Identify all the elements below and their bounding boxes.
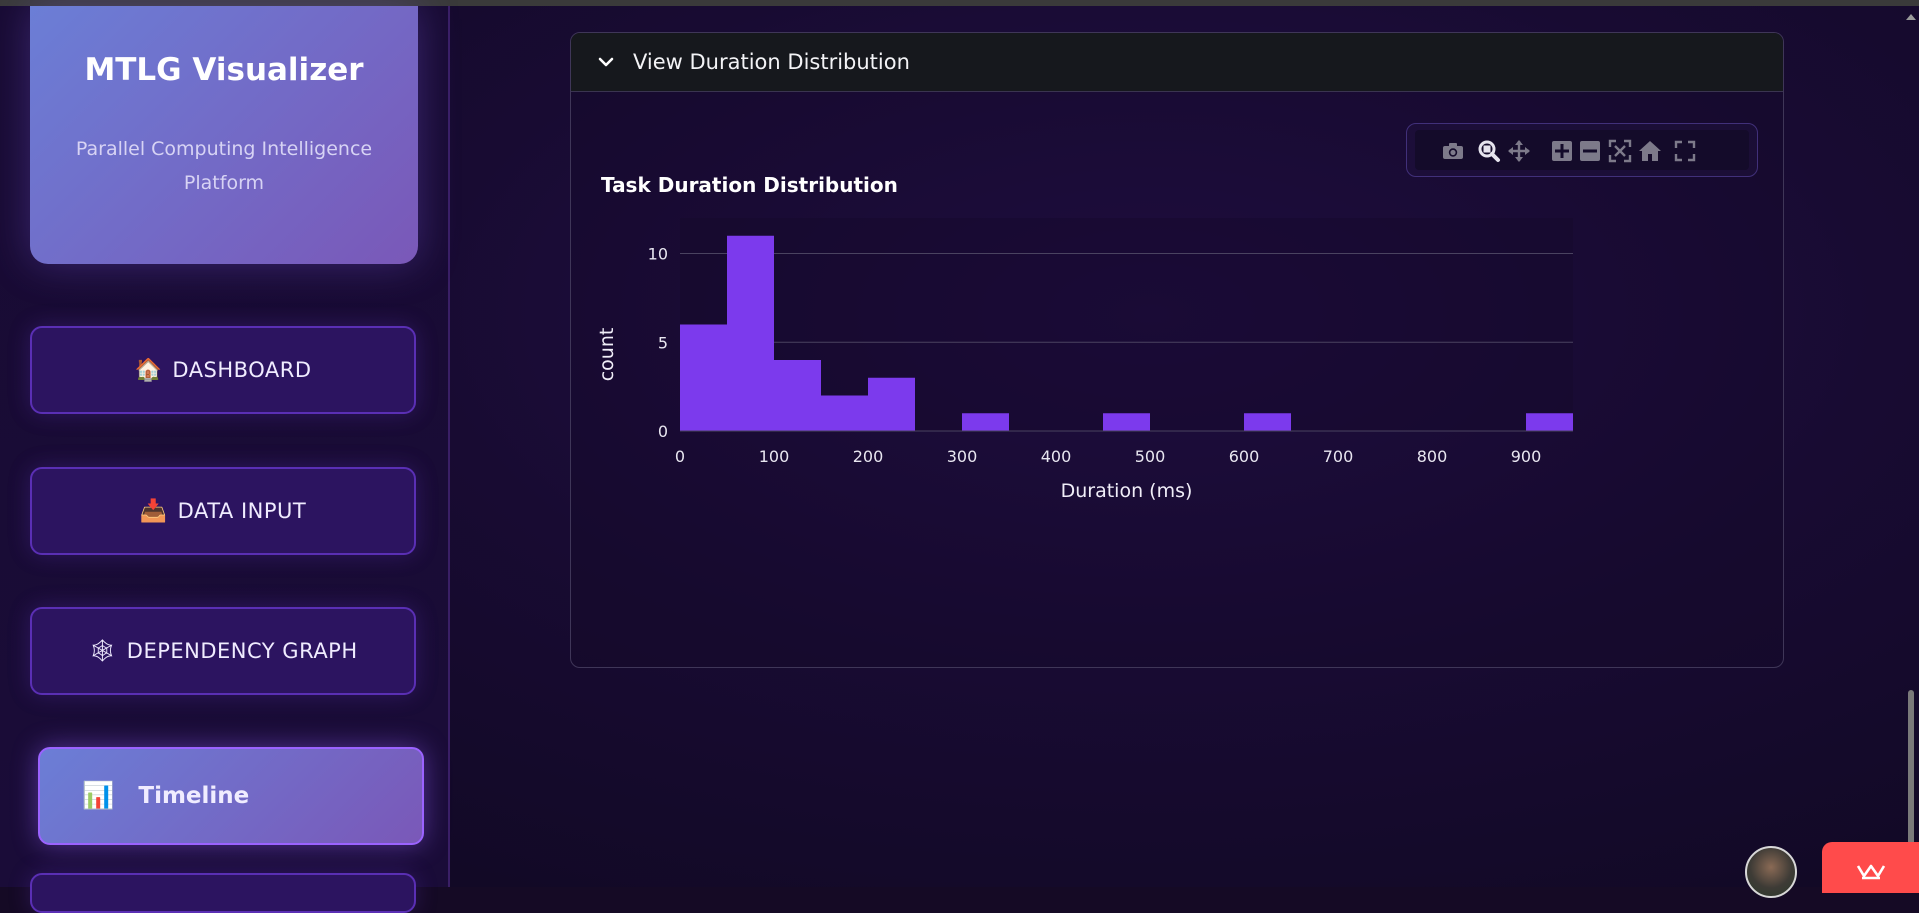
x-tick-label: 400: [1041, 447, 1072, 466]
nav-dependency-graph-button[interactable]: 🕸 DEPENDENCY GRAPH: [30, 607, 416, 695]
nav-dashboard-label: DASHBOARD: [172, 358, 312, 382]
x-tick-label: 700: [1323, 447, 1354, 466]
x-tick-label: 300: [947, 447, 978, 466]
inbox-tray-icon: 📥: [139, 498, 168, 524]
pan-icon[interactable]: [1507, 139, 1531, 163]
x-tick-label: 200: [853, 447, 884, 466]
streamlit-badge[interactable]: [1822, 842, 1919, 893]
brand-title: MTLG Visualizer: [84, 52, 364, 88]
reset-axes-icon[interactable]: [1638, 139, 1662, 163]
scrollbar-up-arrow[interactable]: [1906, 14, 1916, 20]
zoom-icon[interactable]: [1477, 139, 1501, 163]
x-tick-label: 0: [675, 447, 685, 466]
nav-data-input-button[interactable]: 📥 DATA INPUT: [30, 467, 416, 555]
histogram-bar[interactable]: [680, 324, 727, 432]
app-root: MTLG Visualizer Parallel Computing Intel…: [0, 6, 1919, 913]
spider-web-icon: 🕸: [88, 638, 117, 664]
zoom-in-icon[interactable]: [1550, 139, 1574, 163]
brand-card: MTLG Visualizer Parallel Computing Intel…: [30, 6, 418, 264]
expander-title: View Duration Distribution: [633, 50, 910, 74]
house-icon: 🏠: [134, 357, 163, 383]
y-tick-label: 5: [658, 333, 668, 352]
x-tick-label: 800: [1417, 447, 1448, 466]
histogram-bar[interactable]: [727, 235, 774, 431]
camera-icon[interactable]: [1441, 139, 1465, 163]
nav-dashboard-button[interactable]: 🏠 DASHBOARD: [30, 326, 416, 414]
histogram-bar[interactable]: [1103, 413, 1150, 431]
histogram-bar[interactable]: [1526, 413, 1573, 431]
histogram-bar[interactable]: [868, 377, 915, 431]
zoom-out-icon[interactable]: [1578, 139, 1602, 163]
nav-dependency-graph-label: DEPENDENCY GRAPH: [126, 639, 358, 663]
x-tick-label: 900: [1511, 447, 1542, 466]
sidebar: MTLG Visualizer Parallel Computing Intel…: [0, 6, 450, 913]
y-tick-label: 0: [658, 422, 668, 441]
chart-title: Task Duration Distribution: [601, 173, 898, 197]
duration-expander: View Duration Distribution Task Duration…: [570, 32, 1784, 668]
crown-icon: [1856, 864, 1886, 880]
nav-data-input-label: DATA INPUT: [177, 499, 307, 523]
histogram-bar[interactable]: [962, 413, 1009, 431]
nav-timeline-button[interactable]: 📊 Timeline: [38, 747, 424, 845]
scrollbar-thumb[interactable]: [1908, 690, 1914, 887]
expander-header[interactable]: View Duration Distribution: [571, 33, 1783, 92]
y-axis-label: count: [596, 328, 618, 382]
histogram-bar[interactable]: [821, 395, 868, 432]
nav-next-button[interactable]: [30, 873, 416, 913]
x-tick-label: 500: [1135, 447, 1166, 466]
autoscale-icon[interactable]: [1608, 139, 1632, 163]
chevron-down-icon: [598, 57, 614, 67]
avatar[interactable]: [1745, 846, 1797, 898]
browser-top-bar: [0, 0, 1919, 6]
bar-chart-icon: 📊: [82, 781, 115, 811]
brand-subtitle: Parallel Computing Intelligence Platform: [75, 138, 373, 194]
chart-modebar: [1406, 123, 1758, 177]
x-tick-label: 100: [759, 447, 790, 466]
y-tick-label: 10: [648, 245, 668, 264]
nav-timeline-label: Timeline: [138, 783, 250, 809]
fullscreen-icon[interactable]: [1673, 139, 1697, 163]
histogram-bar[interactable]: [774, 360, 821, 431]
x-axis-label: Duration (ms): [1061, 480, 1193, 502]
x-tick-label: 600: [1229, 447, 1260, 466]
histogram-bar[interactable]: [1244, 413, 1291, 431]
